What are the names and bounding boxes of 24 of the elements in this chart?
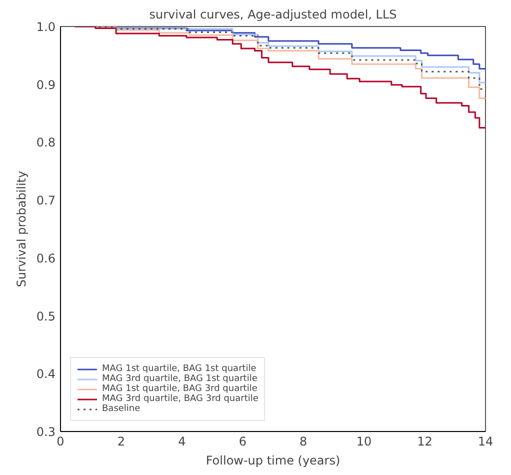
x-tick-label: 4 (178, 434, 186, 448)
y-tick-label: 0.5 (36, 309, 56, 324)
y-tick-label: 0.3 (36, 425, 56, 439)
x-axis-title: Follow-up time (years) (206, 454, 340, 468)
x-tick-label: 14 (478, 434, 494, 448)
x-tick-label: 12 (417, 434, 432, 448)
x-tick-label: 2 (117, 434, 126, 448)
chart-title: survival curves, Age-adjusted model, LLS (149, 8, 397, 22)
legend-label: Baseline (102, 404, 140, 414)
legend-label: MAG 1st quartile, BAG 1st quartile (102, 364, 256, 374)
y-tick-label: 0.6 (36, 251, 56, 266)
x-tick-label: 10 (356, 434, 372, 448)
y-tick-label: 0.7 (36, 194, 56, 208)
y-tick-label: 1.0 (36, 20, 56, 34)
y-axis-title: Survival probability (14, 170, 28, 288)
y-tick-label: 0.8 (36, 136, 56, 150)
x-tick-label: 0 (56, 434, 64, 448)
legend-label: MAG 1st quartile, BAG 3rd quartile (102, 384, 258, 394)
legend-label: MAG 3rd quartile, BAG 1st quartile (102, 374, 258, 384)
legend-label: MAG 3rd quartile, BAG 3rd quartile (102, 394, 258, 404)
x-tick-label: 8 (300, 434, 308, 448)
x-tick-label: 6 (238, 434, 246, 448)
y-tick-label: 0.9 (36, 78, 56, 92)
y-tick-label: 0.4 (36, 367, 56, 382)
